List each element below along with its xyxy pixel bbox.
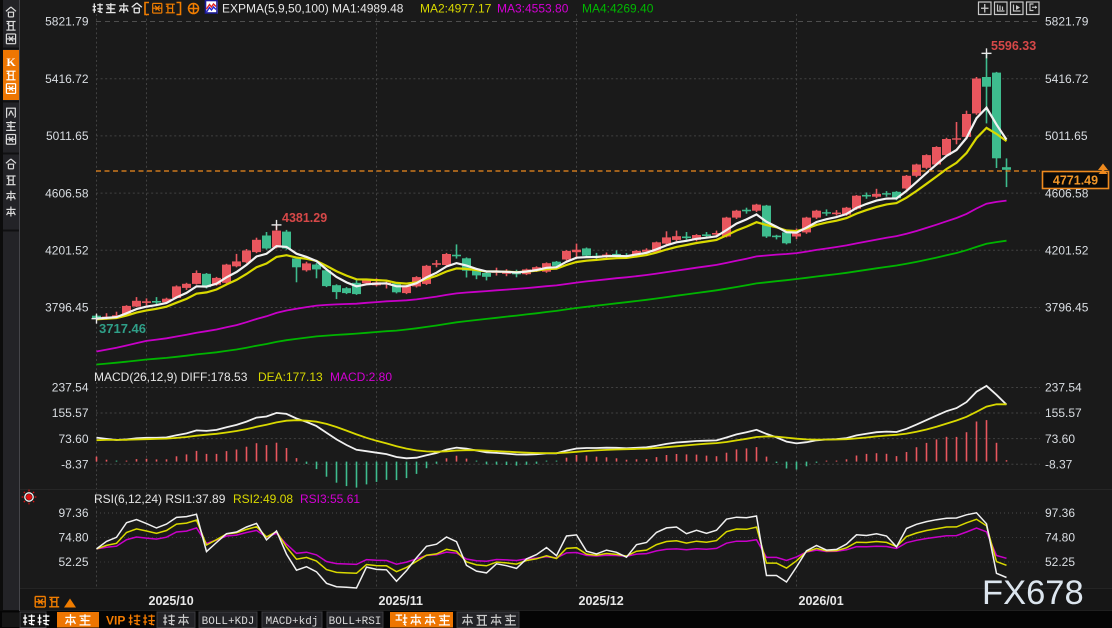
svg-text:52.25: 52.25 [1045, 555, 1075, 569]
svg-text:73.60: 73.60 [58, 432, 88, 446]
svg-text:4606.58: 4606.58 [45, 186, 89, 200]
svg-text:4201.52: 4201.52 [45, 244, 89, 258]
svg-text:5011.65: 5011.65 [1045, 129, 1088, 143]
svg-text:BOLL+KDJ: BOLL+KDJ [202, 616, 255, 628]
svg-text:MACD(26,12,9) DIFF:178.53: MACD(26,12,9) DIFF:178.53 [94, 370, 248, 384]
svg-text:RSI(6,12,24) RSI1:37.89: RSI(6,12,24) RSI1:37.89 [94, 492, 226, 506]
svg-text:3796.45: 3796.45 [1045, 301, 1089, 315]
svg-text:2025/10: 2025/10 [149, 594, 194, 608]
svg-text:237.54: 237.54 [52, 381, 89, 395]
svg-text:74.80: 74.80 [58, 531, 88, 545]
svg-text:RSI2:49.08: RSI2:49.08 [233, 492, 293, 506]
svg-text:RSI3:55.61: RSI3:55.61 [300, 492, 360, 506]
svg-text:155.57: 155.57 [52, 406, 89, 420]
svg-text:52.25: 52.25 [58, 555, 88, 569]
svg-text:MACD:2.80: MACD:2.80 [330, 370, 392, 384]
svg-text:97.36: 97.36 [1045, 506, 1075, 520]
svg-text:97.36: 97.36 [58, 506, 88, 520]
svg-text:5821.79: 5821.79 [45, 15, 89, 29]
svg-text:FX678: FX678 [982, 574, 1084, 612]
svg-text:237.54: 237.54 [1045, 381, 1082, 395]
svg-text:5011.65: 5011.65 [46, 129, 89, 143]
svg-text:3796.45: 3796.45 [45, 301, 89, 315]
svg-text:5416.72: 5416.72 [45, 72, 89, 86]
svg-text:MACD+kdj: MACD+kdj [266, 616, 319, 628]
svg-text:2026/01: 2026/01 [799, 594, 844, 608]
svg-text:VIP: VIP [106, 614, 125, 628]
svg-text:MA3:4553.80: MA3:4553.80 [497, 2, 569, 16]
svg-text:73.60: 73.60 [1045, 432, 1075, 446]
svg-text:3717.46: 3717.46 [99, 321, 146, 336]
svg-text:DEA:177.13: DEA:177.13 [258, 370, 323, 384]
svg-text:4381.29: 4381.29 [282, 211, 327, 225]
svg-text:-8.37: -8.37 [61, 457, 89, 471]
svg-text:4771.49: 4771.49 [1053, 174, 1098, 188]
svg-text:155.57: 155.57 [1045, 406, 1082, 420]
svg-text:4606.58: 4606.58 [1045, 186, 1089, 200]
svg-text:74.80: 74.80 [1045, 531, 1075, 545]
svg-text:2025/12: 2025/12 [579, 594, 624, 608]
svg-text:EXPMA(5,9,50,100) MA1:4989.48: EXPMA(5,9,50,100) MA1:4989.48 [222, 2, 404, 16]
svg-text:5821.79: 5821.79 [1045, 15, 1089, 29]
svg-text:4201.52: 4201.52 [1045, 244, 1089, 258]
svg-text:2025/11: 2025/11 [379, 594, 424, 608]
svg-text:-8.37: -8.37 [1045, 457, 1073, 471]
svg-text:K: K [6, 55, 16, 69]
svg-text:5596.33: 5596.33 [991, 39, 1036, 53]
svg-text:MA4:4269.40: MA4:4269.40 [582, 2, 654, 16]
svg-text:MA2:4977.17: MA2:4977.17 [420, 2, 492, 16]
svg-text:5416.72: 5416.72 [1045, 72, 1089, 86]
svg-text:BOLL+RSI: BOLL+RSI [329, 616, 382, 628]
